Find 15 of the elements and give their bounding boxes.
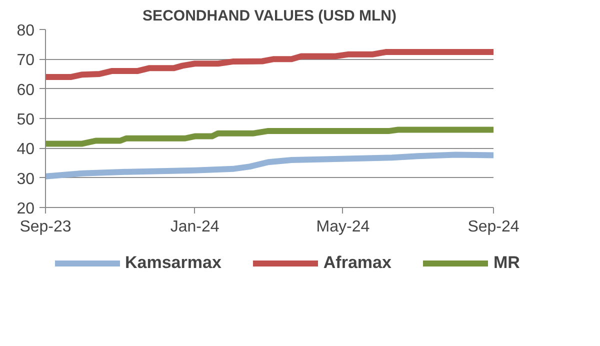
x-tick-label: Sep-23 (20, 218, 72, 236)
chart-title: SECONDHAND VALUES (USD MLN) (142, 8, 396, 24)
y-tick-label: 80 (16, 22, 35, 40)
y-tick-label: 50 (16, 112, 35, 128)
y-tick-label: 40 (16, 141, 35, 158)
y-tick-label: 70 (16, 52, 35, 70)
legend-label: Aframax (323, 253, 392, 273)
x-tick-label: Jan-24 (170, 218, 220, 236)
y-tick-label: 60 (16, 82, 35, 99)
x-tick-label: May-24 (316, 218, 370, 236)
legend-label: Kamsarmax (125, 253, 222, 273)
y-tick-label: 30 (16, 170, 35, 188)
x-tick-label: Sep-24 (468, 218, 520, 236)
y-tick-label: 20 (16, 200, 35, 218)
legend-label: MR (493, 253, 520, 273)
